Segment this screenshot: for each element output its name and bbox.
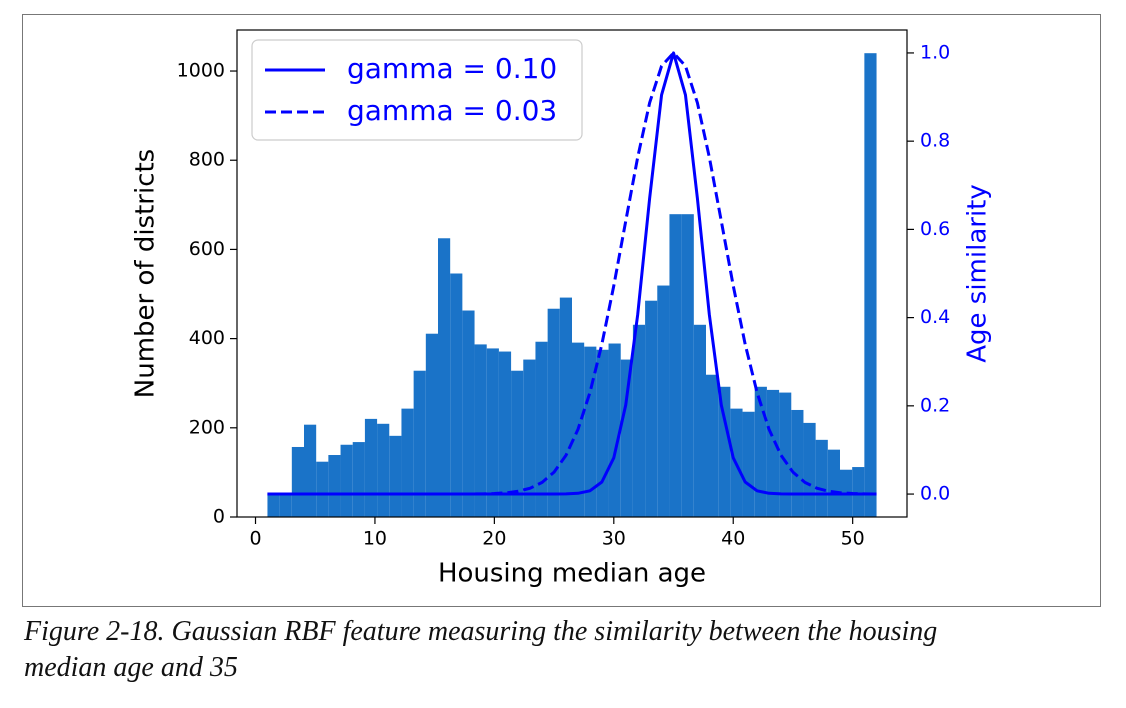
y2-tick-label: 0.4	[920, 306, 950, 328]
bar	[693, 324, 706, 517]
figure-frame	[22, 14, 1101, 607]
y-tick-label: 600	[189, 238, 225, 260]
bar	[815, 439, 828, 517]
caption: Figure 2-18. Gaussian RBF feature measur…	[24, 616, 938, 683]
y2-tick-label: 0.6	[920, 218, 950, 240]
bar	[754, 386, 767, 517]
bar	[328, 455, 341, 517]
line	[267, 51, 877, 496]
bar	[559, 297, 572, 517]
bar	[742, 411, 755, 517]
bar	[340, 444, 353, 517]
bar	[450, 273, 463, 517]
y2-axis-label: Age similarity	[963, 184, 993, 363]
bar	[304, 424, 317, 517]
y-tick-label: 1000	[177, 60, 225, 82]
bar	[864, 53, 877, 517]
bar	[364, 418, 378, 517]
legend-label: gamma = 0.10	[347, 52, 557, 85]
y-tick-label: 800	[189, 149, 225, 171]
y-axis-label: Number of districts	[131, 149, 161, 398]
bar	[291, 446, 304, 517]
bar	[498, 351, 512, 517]
legend-box	[251, 39, 583, 141]
x-tick-label: 20	[482, 528, 506, 550]
bar	[827, 449, 840, 517]
bar	[669, 214, 682, 517]
bar	[389, 435, 402, 517]
plot-frame	[236, 29, 908, 518]
y-tick-label: 0	[213, 506, 225, 528]
bar	[279, 493, 292, 517]
bar	[706, 374, 719, 517]
bar	[267, 493, 280, 517]
bar	[608, 343, 621, 517]
legend-label: gamma = 0.03	[347, 94, 557, 127]
y-tick-label: 400	[189, 327, 225, 349]
bar	[486, 348, 499, 517]
bar	[852, 467, 865, 517]
bar	[766, 389, 780, 517]
bar	[803, 422, 816, 517]
bar	[596, 349, 609, 517]
y2-tick-label: 0.8	[920, 130, 950, 152]
bar	[645, 300, 658, 517]
y2-tick-label: 0.2	[920, 394, 950, 416]
bar	[425, 333, 438, 517]
bar	[377, 423, 390, 517]
bar	[681, 214, 694, 517]
bar	[413, 370, 426, 517]
bar	[779, 392, 792, 517]
y2-tick-label: 0.0	[920, 483, 950, 505]
bar	[535, 341, 548, 517]
bar	[584, 346, 597, 517]
bar	[718, 386, 731, 517]
x-tick-label: 10	[363, 528, 387, 550]
bar	[547, 308, 560, 517]
bar	[438, 238, 451, 517]
x-tick-label: 0	[249, 528, 261, 550]
bar	[523, 359, 536, 517]
bar	[511, 370, 524, 517]
bar	[620, 359, 633, 517]
bar	[632, 324, 646, 517]
y2-tick-label: 1.0	[920, 41, 950, 63]
bar	[401, 408, 414, 517]
x-tick-label: 40	[721, 528, 745, 550]
bar	[352, 442, 365, 517]
bar	[316, 461, 329, 517]
x-tick-label: 50	[841, 528, 865, 550]
x-tick-label: 30	[602, 528, 626, 550]
bar	[462, 310, 475, 517]
y-tick-label: 200	[189, 416, 225, 438]
bar	[791, 409, 804, 517]
bar	[657, 285, 670, 517]
x-axis-label: Housing median age	[438, 559, 706, 589]
bar	[474, 344, 487, 517]
